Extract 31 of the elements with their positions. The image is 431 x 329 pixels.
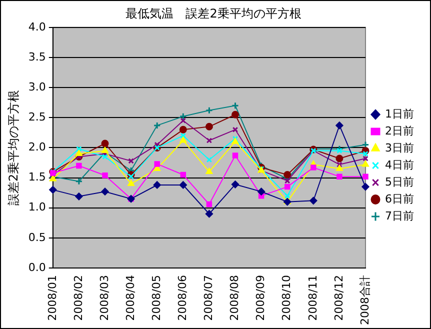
x-tick-label: 2008/12 (332, 275, 346, 321)
x-tick-label: 2008合計 (358, 275, 372, 326)
x-tick-label: 2008/10 (280, 275, 294, 321)
x-tick-label: 2008/02 (72, 275, 85, 321)
legend-label: 1日前 (385, 107, 414, 120)
y-tick-label: 0.5 (28, 230, 46, 244)
legend-label: 3日前 (385, 141, 414, 154)
x-tick-label: 2008/06 (176, 275, 190, 321)
legend-label: 7日前 (385, 209, 414, 222)
chart-title: 最低気温 誤差2乗平均の平方根 (126, 6, 302, 20)
x-tick-label: 2008/09 (254, 275, 268, 321)
legend-label: 4日前 (385, 158, 414, 172)
x-tick-label: 2008/08 (228, 275, 242, 321)
y-tick-label: 3.5 (28, 50, 46, 64)
x-tick-label: 2008/11 (306, 275, 320, 321)
legend-label: 6日前 (385, 192, 414, 206)
x-tick-label: 2008/05 (150, 275, 163, 321)
y-tick-label: 3.0 (28, 80, 46, 94)
y-tick-label: 0.0 (28, 260, 46, 274)
legend-label: 2日前 (385, 124, 414, 138)
legend-label: 5日前 (385, 175, 414, 188)
y-tick-label: 1.0 (28, 200, 46, 214)
y-tick-label: 2.0 (28, 140, 46, 154)
x-tick-label: 2008/04 (124, 275, 137, 321)
x-tick-label: 2008/03 (98, 275, 111, 321)
y-tick-label: 4.0 (28, 20, 46, 34)
y-tick-label: 1.5 (28, 170, 46, 184)
y-axis-title: 誤差2乗平均の平方根 (6, 90, 20, 206)
y-tick-label: 2.5 (28, 110, 46, 124)
x-tick-label: 2008/01 (46, 275, 59, 321)
x-tick-label: 2008/07 (202, 275, 216, 321)
